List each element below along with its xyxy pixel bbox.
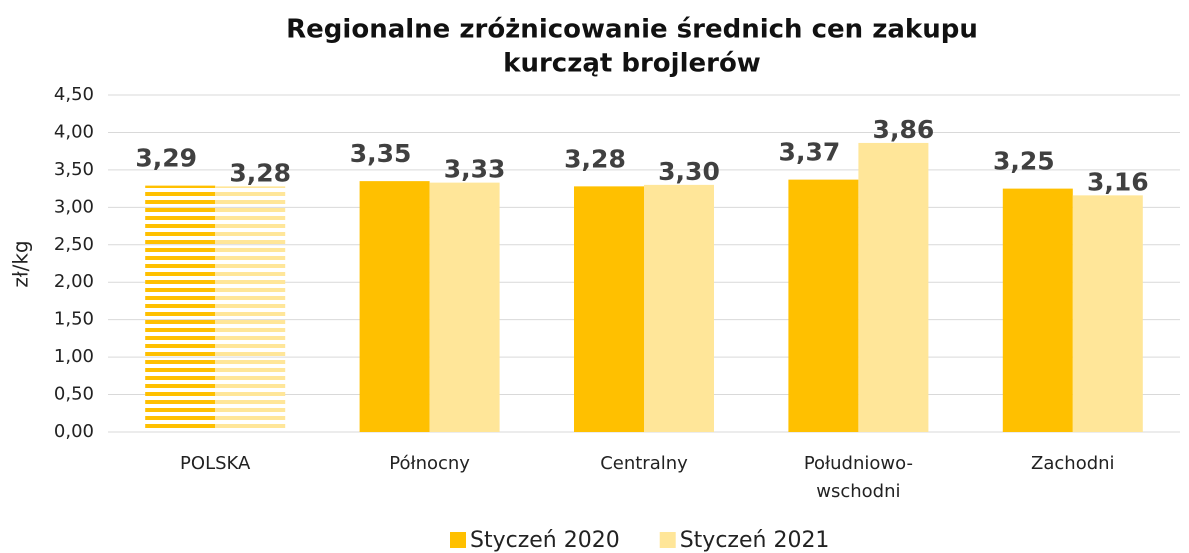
- value-label: 3,25: [993, 147, 1055, 176]
- bar: [644, 184, 714, 432]
- bar: [1002, 188, 1073, 432]
- y-tick-label: 1,00: [54, 346, 94, 367]
- value-label: 3,35: [350, 139, 412, 168]
- y-tick-label: 2,50: [54, 234, 94, 255]
- x-tick-label: POLSKA: [180, 453, 251, 474]
- value-label: 3,28: [564, 144, 626, 173]
- bar: [858, 142, 929, 432]
- y-tick-label: 3,50: [54, 159, 94, 180]
- x-tick-label: Północny: [389, 453, 470, 474]
- legend-swatch: [450, 532, 466, 548]
- bar: [574, 186, 644, 432]
- chart-title: kurcząt brojlerów: [503, 49, 761, 79]
- bar: [429, 182, 500, 432]
- x-tick-label: Południowo-wschodni: [804, 453, 913, 502]
- x-tick-label: Centralny: [600, 453, 688, 474]
- y-tick-label: 2,00: [54, 271, 94, 292]
- value-label: 3,16: [1087, 167, 1149, 196]
- bar: [145, 185, 216, 432]
- value-label: 3,37: [779, 138, 841, 167]
- y-tick-label: 1,50: [54, 309, 94, 330]
- y-tick-label: 4,50: [54, 84, 94, 105]
- value-label: 3,29: [135, 144, 197, 173]
- legend-swatch: [659, 532, 676, 548]
- bar: [1072, 195, 1143, 432]
- value-label: 3,86: [873, 115, 935, 144]
- value-label: 3,28: [229, 158, 291, 187]
- value-label: 3,33: [444, 155, 506, 184]
- y-axis-label: zł/kg: [9, 240, 33, 287]
- bar: [359, 181, 430, 432]
- value-label: 3,30: [658, 157, 720, 186]
- chart-title: Regionalne zróżnicowanie średnich cen za…: [286, 15, 978, 45]
- y-tick-label: 3,00: [54, 196, 94, 217]
- y-tick-label: 0,50: [54, 384, 94, 405]
- legend-label: Styczeń 2021: [680, 528, 830, 553]
- x-tick-label: Zachodni: [1031, 453, 1115, 474]
- y-tick-label: 4,00: [54, 121, 94, 142]
- bar: [215, 186, 286, 432]
- y-tick-label: 0,00: [54, 421, 94, 442]
- legend-label: Styczeń 2020: [470, 528, 620, 553]
- bar: [788, 179, 859, 432]
